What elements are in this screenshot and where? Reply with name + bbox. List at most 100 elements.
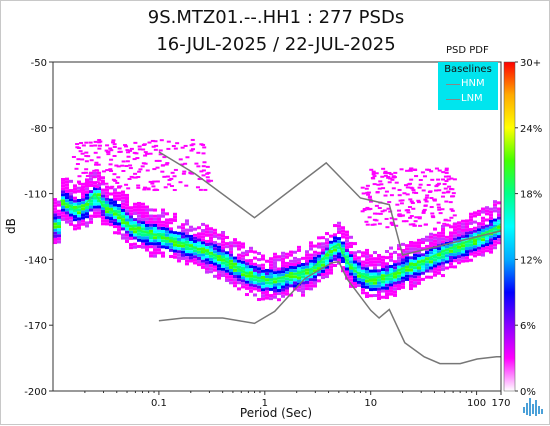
heatmap-cell: [104, 149, 109, 152]
heatmap-cell: [69, 189, 73, 193]
heatmap-cell: [96, 163, 101, 166]
heatmap-cell: [53, 198, 57, 202]
heatmap-cell: [81, 201, 85, 205]
heatmap-cell: [97, 208, 101, 212]
heatmap-cell: [105, 216, 109, 220]
heatmap-cell: [181, 247, 185, 251]
heatmap-cell: [345, 255, 349, 259]
heatmap-cell: [297, 267, 301, 271]
heatmap-cell: [317, 257, 321, 261]
heatmap-cell: [381, 283, 385, 287]
heatmap-cell: [213, 265, 217, 269]
heatmap-cell: [249, 277, 253, 281]
heatmap-cell: [301, 284, 305, 288]
heatmap-cell: [65, 217, 69, 221]
heatmap-cell: [69, 216, 73, 220]
heatmap-cell: [273, 292, 277, 296]
heatmap-cell: [253, 262, 257, 266]
heatmap-cell: [152, 168, 157, 171]
heatmap-cell: [461, 222, 465, 226]
heatmap-cell: [325, 244, 329, 248]
heatmap-cell: [381, 295, 385, 299]
heatmap-cell: [409, 259, 413, 263]
heatmap-cell: [418, 178, 423, 181]
heatmap-cell: [197, 238, 201, 242]
heatmap-cell: [265, 284, 269, 288]
heatmap-cell: [361, 272, 365, 276]
heatmap-cell: [155, 188, 160, 191]
heatmap-cell: [277, 279, 281, 283]
heatmap-cell: [65, 189, 69, 193]
heatmap-cell: [169, 236, 173, 240]
heatmap-cell: [469, 231, 473, 235]
heatmap-cell: [101, 182, 105, 186]
heatmap-cell: [161, 164, 166, 167]
heatmap-cell: [337, 230, 341, 234]
heatmap-cell: [213, 244, 217, 248]
heatmap-cell: [425, 251, 429, 255]
heatmap-cell: [141, 236, 145, 240]
heatmap-cell: [293, 278, 297, 282]
heatmap-cell: [85, 206, 89, 210]
heatmap-cell: [281, 285, 285, 289]
heatmap-cell: [373, 263, 377, 267]
heatmap-cell: [357, 280, 361, 284]
heatmap-cell: [453, 246, 457, 250]
heatmap-cell: [429, 197, 434, 200]
heatmap-cell: [365, 184, 370, 187]
heatmap-cell: [391, 187, 396, 190]
heatmap-cell: [201, 241, 205, 245]
heatmap-cell: [209, 254, 213, 258]
heatmap-cell: [375, 212, 380, 215]
heatmap-cell: [449, 234, 453, 238]
heatmap-cell: [345, 270, 349, 274]
heatmap-cell: [400, 214, 405, 217]
heatmap-cell: [449, 177, 454, 180]
heatmap-cell: [65, 180, 69, 184]
legend-swatch-lnm: [446, 99, 460, 100]
heatmap-cell: [453, 243, 457, 247]
heatmap-cell: [94, 161, 99, 164]
heatmap-cell: [137, 229, 141, 233]
heatmap-cell: [133, 208, 137, 212]
heatmap-cell: [429, 238, 433, 242]
heatmap-cell: [108, 168, 113, 171]
heatmap-cell: [128, 167, 133, 170]
heatmap-cell: [153, 223, 157, 227]
heatmap-cell: [285, 261, 289, 265]
heatmap-cell: [105, 188, 109, 192]
heatmap-cell: [349, 275, 353, 279]
heatmap-cell: [105, 219, 109, 223]
heatmap-cell: [293, 269, 297, 273]
heatmap-cell: [141, 242, 145, 246]
heatmap-cell: [309, 265, 313, 269]
heatmap-cell: [169, 230, 173, 234]
heatmap-cell: [137, 148, 142, 151]
heatmap-cell: [329, 250, 333, 254]
heatmap-cell: [136, 176, 141, 179]
heatmap-cell: [185, 262, 189, 266]
heatmap-cell: [337, 237, 341, 241]
heatmap-cell: [149, 214, 153, 218]
heatmap-cell: [442, 222, 447, 225]
heatmap-cell: [424, 200, 429, 203]
heatmap-cell: [485, 249, 489, 253]
heatmap-cell: [405, 169, 410, 172]
heatmap-cell: [305, 287, 309, 291]
heatmap-cell: [229, 244, 233, 248]
heatmap-cell: [361, 254, 365, 258]
heatmap-cell: [317, 279, 321, 283]
heatmap-cell: [188, 172, 193, 175]
heatmap-cell: [109, 158, 114, 161]
heatmap-cell: [325, 256, 329, 260]
heatmap-cell: [377, 287, 381, 291]
heatmap-cell: [432, 198, 437, 201]
heatmap-cell: [481, 210, 485, 214]
heatmap-cell: [137, 226, 141, 230]
heatmap-cell: [61, 199, 65, 203]
heatmap-cell: [233, 275, 237, 279]
heatmap-cell: [421, 189, 426, 192]
heatmap-cell: [361, 263, 365, 267]
heatmap-cell: [437, 182, 442, 185]
heatmap-cell: [297, 245, 301, 249]
